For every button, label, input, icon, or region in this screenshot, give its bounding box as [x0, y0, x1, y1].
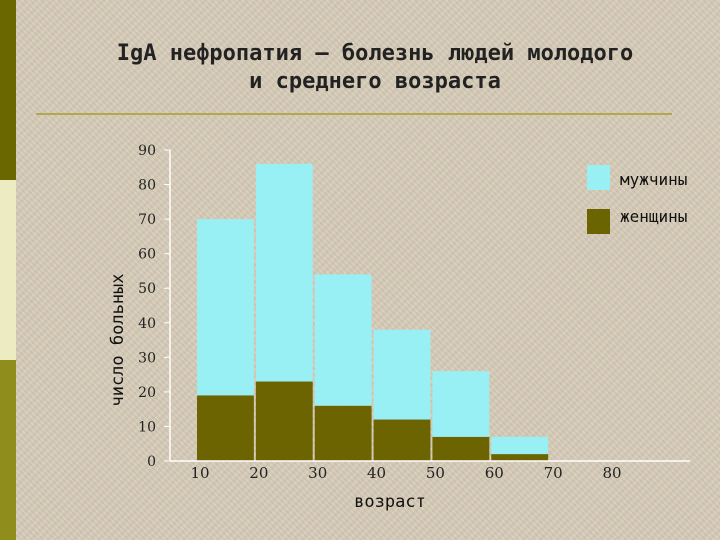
y-tick-label-60: 60 [138, 247, 156, 263]
bars-group [197, 163, 549, 461]
bar-men-50 [432, 371, 490, 437]
bar-men-40 [373, 329, 431, 420]
x-tick-label-70: 70 [544, 464, 563, 482]
axes-group [169, 150, 690, 462]
y-ticks-group: 0 10 20 30 40 50 60 70 80 90 [138, 143, 170, 470]
bar-women-50 [432, 436, 490, 461]
bar-men-30 [314, 274, 372, 406]
legend-swatch-women [587, 209, 610, 234]
y-tick-label-70: 70 [138, 212, 156, 228]
y-tick-label-80: 80 [138, 178, 156, 194]
bar-women-40 [373, 419, 431, 461]
y-tick-label-30: 30 [138, 350, 156, 366]
legend: мужчины женщины [587, 165, 687, 234]
bar-men-60 [491, 436, 549, 455]
y-tick-label-40: 40 [138, 316, 156, 332]
bar-men-10 [197, 219, 254, 396]
y-tick-label-20: 20 [138, 385, 156, 401]
x-tick-label-20: 20 [249, 464, 268, 482]
x-tick-label-40: 40 [367, 464, 386, 482]
title-line-2: и среднего возраста [249, 69, 501, 94]
side-bar-middle [0, 180, 16, 360]
x-axis-label: возраст [354, 492, 426, 512]
bar-women-60 [491, 454, 549, 461]
x-tick-label-80: 80 [602, 464, 621, 482]
x-tick-label-10: 10 [190, 464, 209, 482]
slide-title: IgA нефропатия – болезнь людей молодого … [40, 40, 710, 96]
bar-women-20 [255, 381, 313, 461]
bar-men-20 [255, 163, 313, 382]
bar-women-10 [197, 395, 254, 461]
x-tick-label-30: 30 [308, 464, 327, 482]
x-tick-label-50: 50 [426, 464, 445, 482]
y-tick-label-90: 90 [138, 143, 156, 159]
x-tick-label-60: 60 [485, 464, 504, 482]
legend-swatch-men [587, 165, 610, 190]
bar-women-30 [314, 405, 372, 461]
y-tick-label-10: 10 [138, 419, 156, 435]
side-bar-top [0, 0, 16, 180]
side-bar-bottom [0, 360, 16, 540]
legend-label-women: женщины [620, 207, 687, 226]
y-tick-label-50: 50 [138, 281, 156, 297]
y-axis-label: число больных [108, 273, 128, 406]
title-line-1: IgA нефропатия – болезнь людей молодого [116, 41, 634, 66]
title-underline [36, 113, 672, 115]
y-tick-label-0: 0 [147, 454, 156, 470]
legend-label-men: мужчины [620, 170, 687, 189]
x-ticks-group: 10 20 30 40 50 60 70 80 [190, 464, 621, 482]
